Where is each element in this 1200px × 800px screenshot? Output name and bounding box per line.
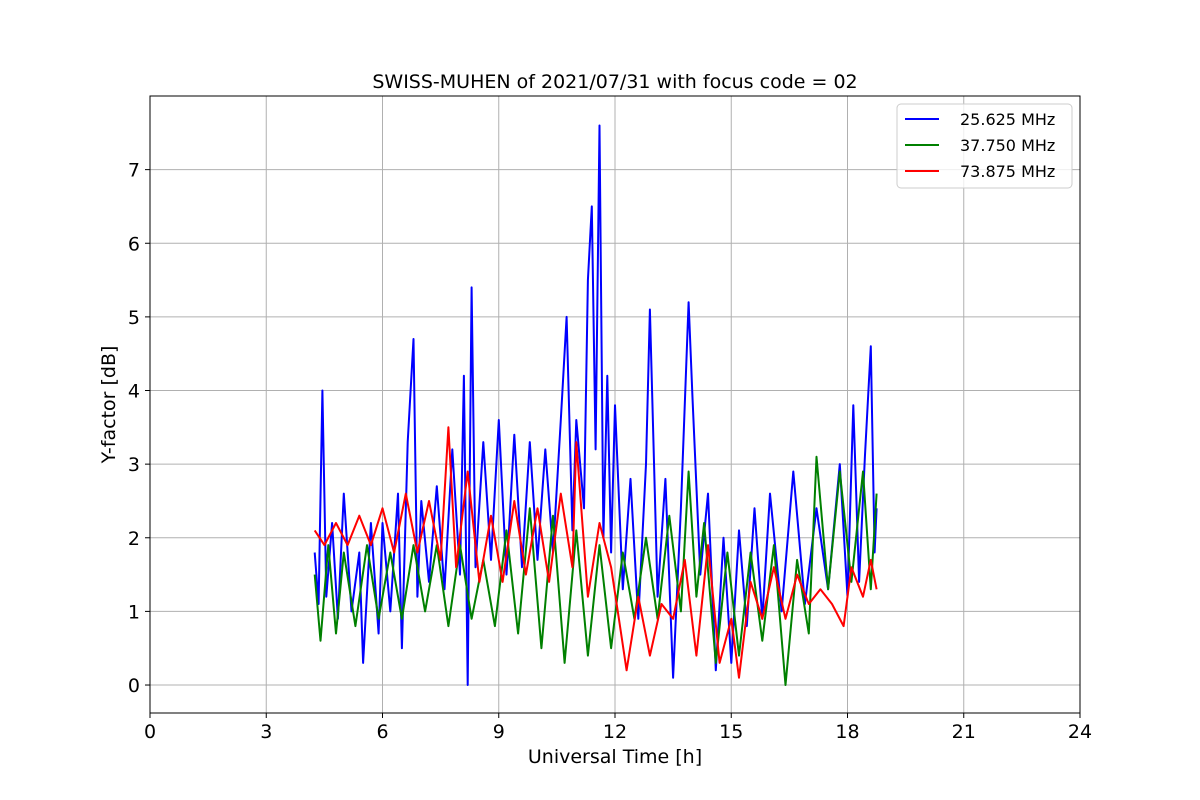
x-tick-label: 6 xyxy=(376,721,388,743)
series-line-25-625-mhz xyxy=(313,124,878,686)
x-tick-label: 18 xyxy=(835,721,859,743)
legend: 25.625 MHz 37.750 MHz 73.875 MHz xyxy=(896,103,1073,189)
series-line-37-750-mhz xyxy=(313,455,878,686)
legend-box xyxy=(896,103,1073,189)
legend-label: 37.750 MHz xyxy=(960,136,1055,155)
legend-label: 73.875 MHz xyxy=(960,162,1055,181)
y-tick-label: 6 xyxy=(128,233,140,255)
y-tick-label: 1 xyxy=(128,601,140,623)
x-tick-label: 15 xyxy=(719,721,743,743)
legend-label: 25.625 MHz xyxy=(960,110,1055,129)
y-tick-label: 7 xyxy=(128,160,140,182)
x-axis-label: Universal Time [h] xyxy=(528,746,702,768)
x-tick-label: 3 xyxy=(260,721,272,743)
series-layer xyxy=(313,124,878,686)
series-line-73-875-mhz xyxy=(313,426,878,679)
x-tick-label: 0 xyxy=(144,721,156,743)
y-tick-label: 0 xyxy=(128,675,140,697)
y-tick-label: 2 xyxy=(128,528,140,550)
x-tick-label: 12 xyxy=(603,721,627,743)
y-tick-label: 4 xyxy=(128,381,140,403)
x-tick-label: 24 xyxy=(1068,721,1092,743)
x-tick-label: 21 xyxy=(952,721,976,743)
y-tick-label: 3 xyxy=(128,454,140,476)
y-tick-label: 5 xyxy=(128,307,140,329)
chart-title: SWISS-MUHEN of 2021/07/31 with focus cod… xyxy=(372,71,857,93)
x-tick-label: 9 xyxy=(493,721,505,743)
y-axis-label: Y-factor [dB] xyxy=(98,346,120,465)
